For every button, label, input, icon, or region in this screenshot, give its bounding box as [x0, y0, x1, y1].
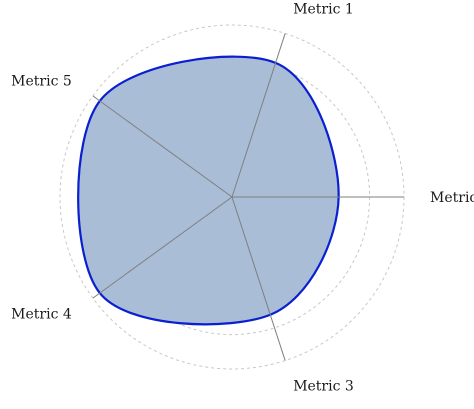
label-layer: Metric 1 Metric 2 Metric 3 Metric 4 Metric 5 [11, 2, 474, 395]
axis-label-2: Metric 2 [430, 190, 474, 206]
axis-label-1: Metric 1 [293, 2, 354, 18]
series-area [77, 55, 340, 326]
spoke-layer [92, 33, 404, 361]
spoke-3 [231, 196, 286, 361]
data-layer [77, 55, 340, 326]
axis-label-4: Metric 4 [11, 306, 72, 322]
spoke-4 [92, 196, 233, 299]
spoke-1 [231, 33, 286, 198]
axis-label-3: Metric 3 [293, 378, 354, 394]
axis-label-5: Metric 5 [11, 74, 72, 90]
spoke-5 [92, 95, 233, 198]
